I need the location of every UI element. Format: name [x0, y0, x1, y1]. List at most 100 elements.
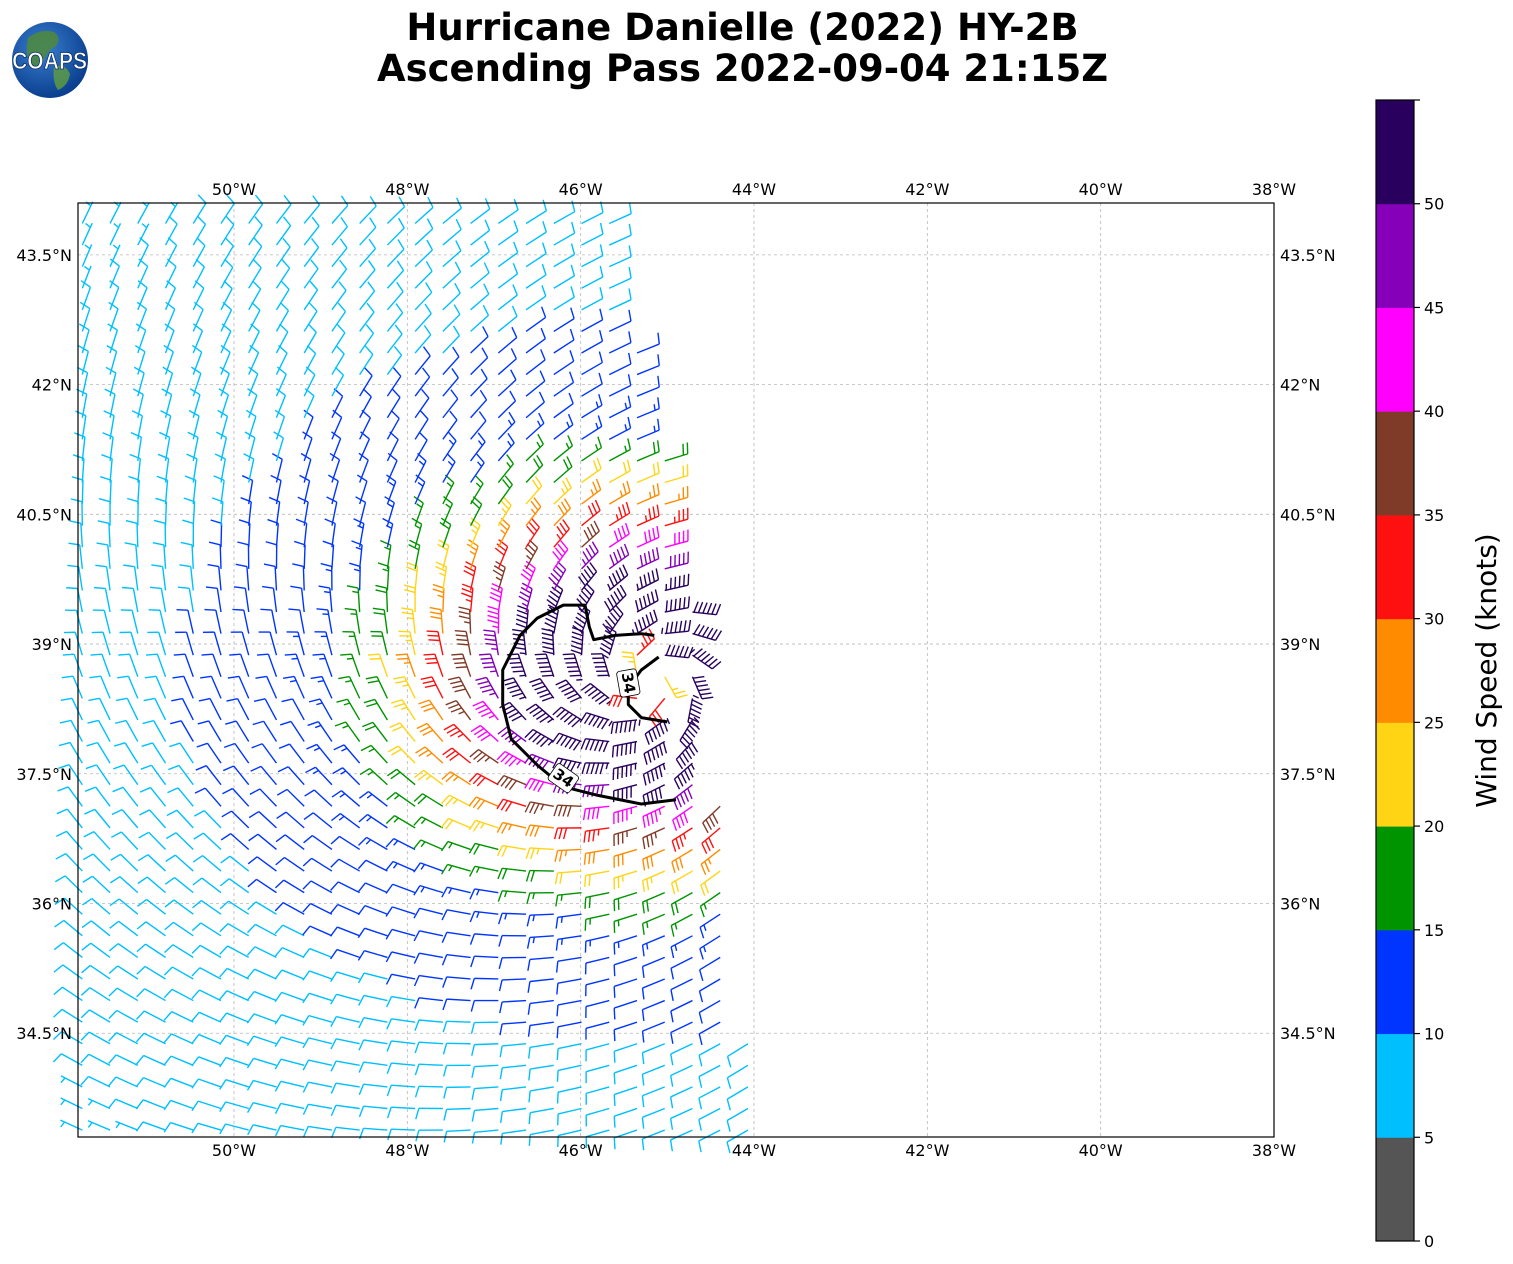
- wind-barb: [137, 201, 150, 224]
- wind-barb: [553, 804, 582, 817]
- wind-barb: [552, 540, 569, 570]
- wind-barb: [496, 844, 527, 857]
- wind-barb: [664, 464, 689, 484]
- wind-barb: [608, 543, 630, 570]
- wind-barb: [579, 712, 613, 730]
- wind-barb: [526, 935, 554, 949]
- wind-barb: [125, 519, 139, 548]
- wind-barb: [608, 288, 632, 311]
- wind-barb: [642, 805, 666, 828]
- wind-barb: [698, 1043, 721, 1067]
- wind-barb: [115, 1120, 139, 1131]
- wind-barb: [90, 653, 111, 678]
- wind-barb: [698, 1021, 721, 1046]
- colorbar-tick-label: 35: [1424, 506, 1444, 525]
- wind-barb: [91, 631, 111, 656]
- wind-barb: [636, 504, 660, 527]
- wind-barb: [191, 1011, 222, 1023]
- wind-barb: [471, 1064, 499, 1078]
- lat-tick-label-left: 37.5°N: [16, 765, 72, 784]
- colorbar-tick-label: 20: [1424, 817, 1444, 836]
- wind-barb: [382, 517, 394, 548]
- wind-barb: [80, 1053, 111, 1066]
- wind-barb: [109, 244, 121, 267]
- wind-barb: [553, 519, 570, 548]
- wind-barb: [103, 410, 115, 440]
- wind-barb: [247, 901, 277, 915]
- wind-barb: [358, 1105, 388, 1118]
- wind-barb: [687, 694, 703, 728]
- wind-barb: [192, 899, 222, 915]
- wind-barb: [331, 431, 342, 462]
- wind-barb: [359, 431, 371, 462]
- wind-barb: [330, 971, 360, 983]
- wind-barb: [198, 697, 222, 721]
- wind-barb: [163, 1011, 194, 1023]
- wind-barb: [525, 518, 540, 548]
- wind-barb: [70, 498, 84, 526]
- wind-barb: [302, 431, 313, 462]
- wind-barb: [147, 631, 167, 656]
- wind-barb: [385, 883, 416, 894]
- wind-barb: [525, 285, 547, 311]
- wind-barb: [346, 585, 361, 613]
- wind-barb: [226, 697, 250, 721]
- wind-barb: [442, 240, 462, 268]
- wind-barb: [302, 1103, 333, 1115]
- wind-barb: [246, 1035, 277, 1046]
- wind-barb: [642, 762, 666, 786]
- wind-barb: [525, 370, 546, 397]
- wind-barb: [164, 899, 194, 915]
- wind-barb: [636, 397, 660, 419]
- wind-barb: [179, 564, 194, 591]
- wind-barb: [303, 195, 320, 224]
- wind-barb: [137, 854, 167, 872]
- wind-barb: [581, 201, 604, 225]
- wind-barb: [393, 676, 416, 699]
- wind-barb: [414, 431, 428, 462]
- wind-barb: [525, 455, 544, 483]
- wind-barb: [553, 498, 572, 527]
- wind-barb: [641, 1021, 665, 1043]
- wind-barb: [470, 347, 489, 376]
- wind-barb: [108, 1009, 139, 1023]
- wind-barb: [386, 367, 402, 397]
- wind-barb: [489, 582, 503, 613]
- wind-barb: [553, 371, 575, 397]
- wind-barb: [496, 750, 527, 767]
- wind-barb: [613, 913, 638, 933]
- wind-barb: [386, 791, 416, 807]
- wind-barb: [700, 870, 721, 897]
- wind-barb: [608, 331, 632, 354]
- colorbar-tick-label: 40: [1424, 402, 1444, 421]
- wind-barb: [500, 1107, 527, 1123]
- wind-barb: [610, 719, 641, 734]
- wind-barb: [52, 1053, 83, 1066]
- wind-barb: [175, 631, 194, 656]
- wind-barb: [135, 1099, 166, 1110]
- wind-barb: [108, 1054, 139, 1066]
- wind-barb: [581, 436, 603, 462]
- wind-barb: [330, 835, 361, 851]
- wind-barb: [608, 266, 632, 289]
- wind-barb: [608, 480, 631, 505]
- wind-barb: [132, 388, 144, 418]
- wind-barb: [334, 721, 361, 742]
- wind-barb: [220, 215, 235, 246]
- wind-barb: [386, 345, 403, 375]
- colorbar-bin: [1376, 1033, 1414, 1138]
- wind-barb: [429, 606, 444, 634]
- wind-barb: [274, 409, 286, 440]
- wind-barb: [164, 201, 179, 224]
- wind-barb: [386, 1018, 416, 1030]
- wind-barb: [195, 765, 222, 786]
- wind-barb: [554, 848, 582, 862]
- wind-barb: [413, 930, 444, 942]
- wind-barb: [55, 853, 83, 872]
- wind-barb: [330, 1060, 360, 1072]
- wind-barb: [524, 777, 554, 793]
- wind-barb: [331, 302, 347, 332]
- wind-barb: [441, 771, 471, 786]
- wind-barb: [57, 786, 83, 807]
- colorbar-bin: [1376, 826, 1414, 931]
